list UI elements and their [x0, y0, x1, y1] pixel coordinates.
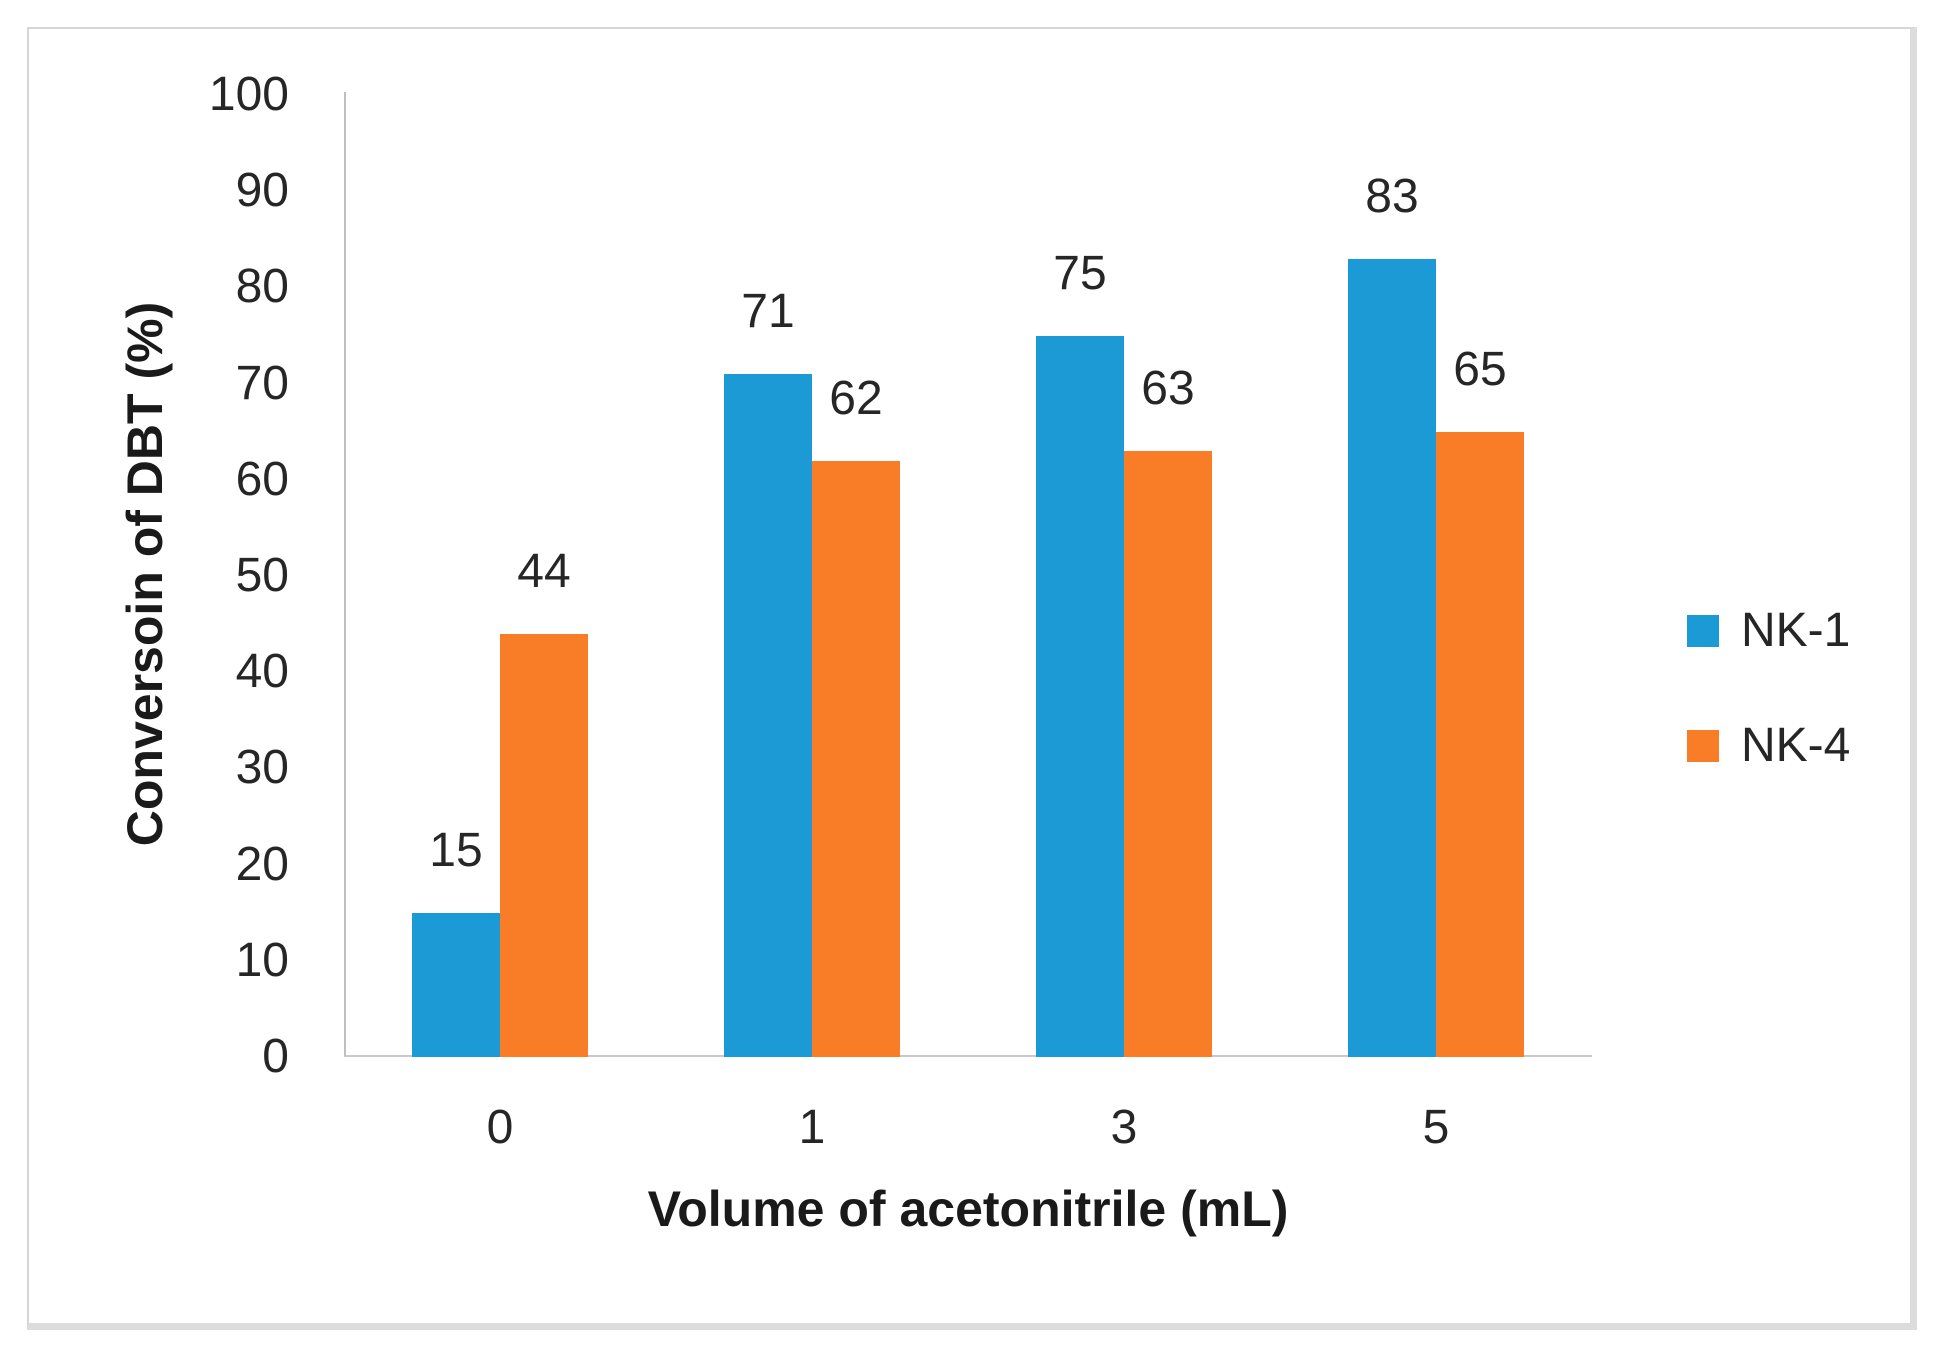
y-tick-label: 10: [235, 933, 289, 987]
y-tick-label: 90: [235, 164, 289, 218]
y-tick-label: 40: [235, 645, 289, 699]
bar-value-label: 75: [1053, 246, 1107, 300]
bar-value-label: 15: [429, 823, 483, 877]
y-tick-label: 80: [235, 260, 289, 314]
bar-nk-1-x1: [724, 373, 812, 1057]
bar-nk-4-x3: [1124, 450, 1212, 1057]
y-tick-label: 50: [235, 549, 289, 602]
legend-item-nk-1: NK-1: [1687, 607, 1850, 655]
x-tick-label: 0: [486, 1101, 514, 1154]
x-axis-title: Volume of acetonitrile (mL): [647, 1181, 1289, 1237]
bar-value-label: 63: [1141, 361, 1195, 415]
bar-nk-1-x5: [1348, 258, 1436, 1057]
legend-item-nk-4: NK-4: [1687, 722, 1850, 770]
bar-nk-1-x0: [412, 912, 500, 1057]
y-tick-label: 0: [262, 1030, 289, 1083]
legend-label: NK-1: [1741, 604, 1851, 657]
bar-value-label: 62: [829, 371, 883, 425]
bar-value-label: 44: [517, 544, 571, 598]
bar-nk-4-x1: [812, 460, 900, 1057]
y-tick-label: 60: [235, 452, 289, 506]
x-tick-label: 3: [1110, 1101, 1138, 1154]
plot-area: [344, 92, 1592, 1057]
y-tick-label: 20: [235, 837, 289, 891]
bar-value-label: 71: [741, 284, 795, 338]
bar-value-label: 83: [1365, 169, 1419, 223]
legend: NK-1 NK-4: [1687, 607, 1850, 770]
chart-layer: 15 71 75 83 44 62 63 65 0 10 20 30 40 50 60 70 80 90 100 …: [2, 2, 1910, 1323]
bar-nk-4-x0: [500, 633, 588, 1057]
legend-label: NK-4: [1741, 719, 1851, 772]
y-tick-label: 100: [208, 68, 289, 121]
legend-swatch-icon: [1687, 730, 1719, 762]
legend-swatch-icon: [1687, 615, 1719, 647]
y-axis-title: Conversoin of DBT (%): [117, 301, 173, 847]
y-tick-label: 30: [235, 741, 289, 795]
bar-value-label: 65: [1453, 342, 1507, 396]
x-tick-label: 1: [798, 1101, 826, 1154]
bar-nk-1-x3: [1036, 335, 1124, 1057]
bar-nk-4-x5: [1436, 431, 1524, 1057]
y-tick-label: 70: [235, 356, 289, 410]
x-tick-label: 5: [1422, 1101, 1450, 1154]
chart-frame: 15 71 75 83 44 62 63 65 0 10 20 30 40 50 60 70 80 90 100 …: [27, 27, 1917, 1330]
